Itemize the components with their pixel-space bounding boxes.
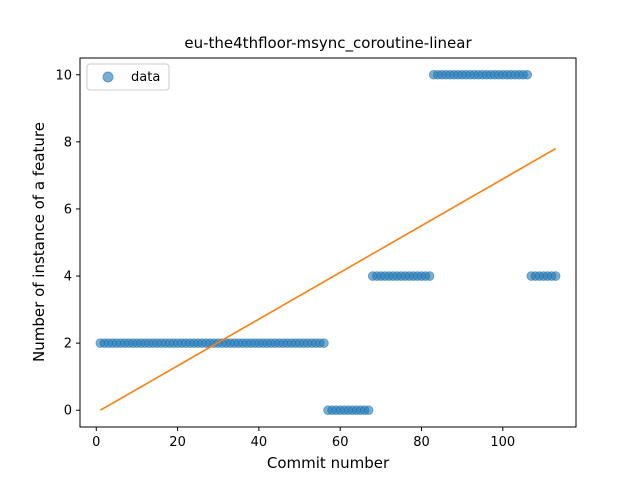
legend-label-data: data bbox=[131, 70, 160, 85]
plot-area bbox=[95, 69, 561, 416]
x-tick-label: 60 bbox=[332, 435, 349, 450]
data-point bbox=[522, 69, 533, 80]
data-point bbox=[319, 338, 329, 348]
y-tick-label: 0 bbox=[64, 404, 72, 419]
x-tick-label: 0 bbox=[92, 435, 100, 450]
y-tick-label: 6 bbox=[64, 202, 72, 217]
x-tick-label: 20 bbox=[169, 435, 186, 450]
y-axis-label: Number of instance of a feature bbox=[30, 122, 48, 362]
x-tick-label: 40 bbox=[251, 435, 268, 450]
y-tick-label: 2 bbox=[64, 337, 72, 352]
data-point bbox=[424, 271, 435, 281]
x-tick-label: 100 bbox=[490, 435, 515, 450]
legend: data bbox=[86, 63, 170, 91]
chart-title: eu-the4thfloor-msync_coroutine-linear bbox=[184, 34, 472, 53]
data-point bbox=[363, 405, 374, 416]
legend-box bbox=[86, 63, 170, 91]
fit-line bbox=[99, 147, 557, 411]
y-axis: 0 2 4 6 8 10 bbox=[55, 68, 80, 419]
axes-frame bbox=[79, 57, 577, 428]
data-point bbox=[550, 271, 561, 281]
y-tick-label: 10 bbox=[55, 68, 72, 83]
y-tick-label: 4 bbox=[64, 270, 72, 285]
legend-marker-data bbox=[102, 71, 114, 83]
x-tick-label: 80 bbox=[413, 435, 430, 450]
y-tick-label: 8 bbox=[64, 135, 72, 150]
x-axis-label: Commit number bbox=[267, 454, 390, 472]
x-axis: 0 20 40 60 80 100 bbox=[92, 427, 515, 450]
